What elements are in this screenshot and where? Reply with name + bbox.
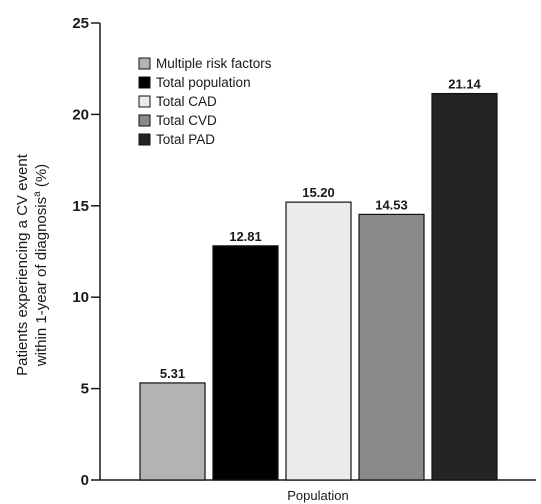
legend-swatch [138, 114, 151, 127]
legend-swatch [138, 95, 151, 108]
y-axis-title-line-1: Patients experiencing a CV event [14, 153, 31, 376]
legend-swatch [138, 76, 151, 89]
y-tick-label: 5 [81, 381, 89, 398]
y-tick-label: 25 [72, 15, 89, 32]
value-labels: 5.31 12.81 15.20 14.53 21.14 [160, 77, 482, 381]
legend-swatch [138, 133, 151, 146]
legend-label: Total CVD [156, 113, 217, 128]
value-label: 5.31 [160, 366, 185, 381]
y-axis-title-line-2: within 1-year of diagnosisa (%) [32, 164, 50, 367]
legend-label: Total CAD [156, 94, 217, 109]
y-axis-title-line-2-text: within 1-year of diagnosis [33, 197, 50, 367]
value-label: 15.20 [302, 185, 335, 200]
y-axis-title-superscript: a [32, 191, 43, 197]
legend-label: Multiple risk factors [156, 56, 272, 71]
y-tick-label: 10 [72, 289, 89, 306]
y-axis-title-unit: (%) [33, 164, 50, 192]
x-axis-title: Population [287, 488, 348, 503]
legend-swatch [138, 57, 151, 70]
legend: Multiple risk factors Total population Tot… [138, 56, 272, 147]
y-tick-label: 0 [81, 472, 89, 489]
y-tick-label: 15 [72, 198, 89, 215]
bar [139, 382, 206, 481]
value-label: 12.81 [229, 229, 262, 244]
bars [139, 92, 498, 481]
y-tick-label: 20 [72, 106, 89, 123]
legend-label: Total population [156, 75, 251, 90]
legend-label: Total PAD [156, 132, 215, 147]
bar [212, 245, 279, 481]
y-axis-title: Patients experiencing a CV event within … [14, 153, 50, 376]
value-label: 21.14 [448, 77, 481, 92]
value-label: 14.53 [375, 197, 408, 212]
bar [285, 201, 352, 481]
bar [358, 213, 425, 481]
bar [431, 92, 498, 481]
